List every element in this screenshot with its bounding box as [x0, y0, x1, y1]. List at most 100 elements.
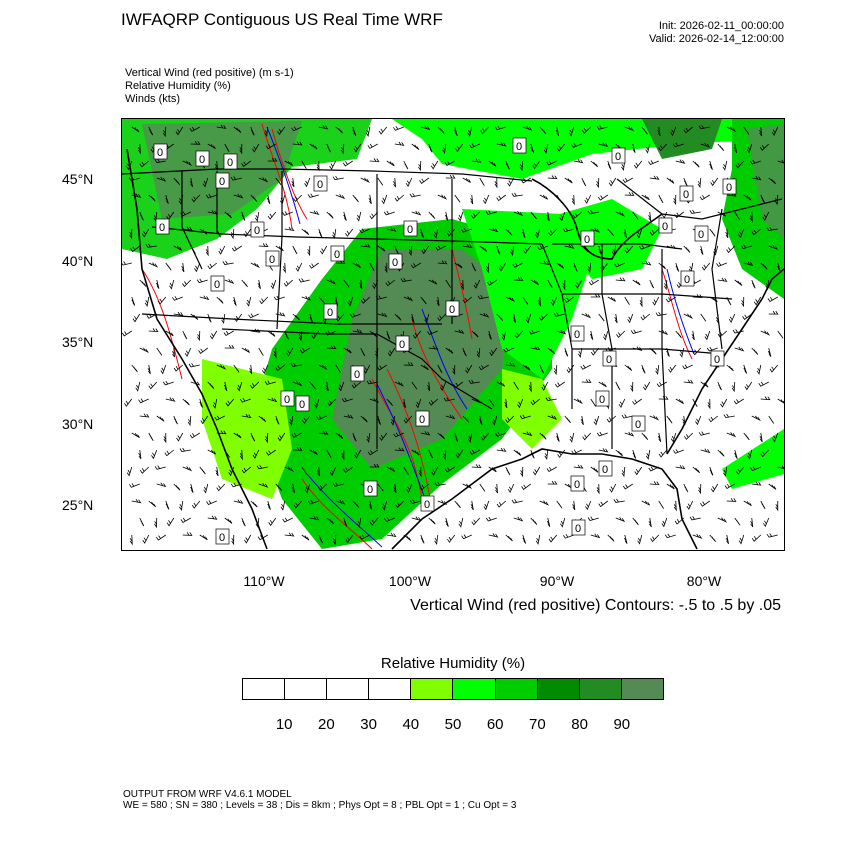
- wind-barb: [700, 500, 710, 507]
- wind-barb: [743, 261, 754, 267]
- wind-barb: [615, 517, 626, 523]
- wind-barb: [686, 500, 694, 510]
- wind-barb: [190, 483, 194, 493]
- wind-barb: [700, 142, 711, 148]
- wind-barb: [521, 483, 532, 490]
- wind-barb: [156, 482, 167, 488]
- wind-barb: [207, 210, 218, 215]
- wind-barb: [700, 448, 711, 454]
- wind-barb: [751, 415, 761, 422]
- wind-barb: [243, 228, 252, 238]
- wind-barb: [319, 245, 328, 255]
- wind-barb: [363, 364, 371, 374]
- wind-barb: [573, 464, 584, 469]
- wind-barb: [241, 160, 252, 167]
- wind-barb: [265, 143, 276, 150]
- wind-barb: [738, 228, 745, 239]
- wind-barb: [772, 432, 779, 443]
- wind-barb: [207, 313, 212, 323]
- wind-barb: [179, 447, 191, 452]
- contour-label-box: [395, 335, 410, 352]
- field-label-relative-humidity: Relative Humidity (%): [125, 80, 231, 92]
- wind-barb: [587, 516, 599, 521]
- wind-barb: [258, 243, 269, 247]
- wind-barb: [129, 534, 133, 546]
- wind-barb: [309, 313, 314, 323]
- wind-barb: [505, 228, 513, 236]
- wind-barb: [726, 364, 734, 372]
- wind-barb: [632, 346, 643, 351]
- wind-barb: [454, 194, 461, 203]
- wind-barb: [530, 449, 535, 459]
- wind-barb: [692, 533, 703, 539]
- contour-label-box: [250, 221, 265, 238]
- wind-barb: [250, 432, 256, 442]
- wind-barb: [212, 398, 218, 409]
- wind-barb: [385, 279, 396, 287]
- wind-barb: [341, 397, 353, 403]
- wind-barb: [486, 262, 490, 274]
- wind-barb: [603, 330, 609, 341]
- contour-label: 0: [392, 257, 398, 269]
- wind-barb: [587, 210, 599, 215]
- wind-barb: [503, 347, 514, 353]
- wind-barb: [343, 211, 347, 221]
- wind-barb: [768, 244, 779, 250]
- wind-barb: [203, 483, 209, 494]
- wind-barb: [139, 347, 149, 354]
- wind-barb: [735, 466, 745, 475]
- wind-barb: [132, 313, 141, 323]
- contour-label-box: [570, 475, 585, 492]
- wind-barb: [406, 483, 413, 494]
- wind-barb: [589, 330, 594, 340]
- wind-barb: [541, 381, 549, 391]
- wind-barb: [250, 262, 260, 269]
- contour-label-box: [631, 415, 646, 432]
- wind-barb: [236, 381, 243, 392]
- wind-barb: [488, 533, 499, 538]
- wind-barb: [189, 432, 200, 439]
- wind-barb: [350, 313, 361, 318]
- wind-barb: [318, 125, 329, 130]
- wind-barb: [216, 228, 221, 238]
- wind-barb: [202, 177, 209, 188]
- wind-barb: [630, 329, 642, 334]
- wind-barb: [512, 262, 523, 268]
- wind-barb: [683, 313, 694, 320]
- wind-barb: [379, 432, 388, 442]
- wind-barb: [309, 449, 318, 455]
- wind-barb: [139, 160, 150, 168]
- wind-barb: [775, 501, 779, 512]
- wind-barb: [548, 228, 558, 237]
- wind-barb: [658, 143, 668, 152]
- wind-barb: [366, 380, 378, 385]
- lon-label-100w: 100°W: [388, 573, 432, 589]
- wind-barb: [241, 211, 246, 221]
- wind-barb: [434, 534, 439, 546]
- wind-barb: [461, 534, 472, 540]
- wind-barb: [543, 143, 549, 154]
- wind-barb: [207, 381, 215, 389]
- wind-barb: [445, 279, 451, 288]
- wind-barb: [590, 533, 601, 539]
- wind-barb: [347, 296, 354, 307]
- wind-barb: [137, 143, 141, 155]
- wind-barb: [122, 261, 132, 266]
- wind-barb: [476, 347, 481, 359]
- wind-barb: [726, 126, 737, 133]
- wind-barb: [415, 398, 422, 409]
- wind-barb: [514, 330, 524, 339]
- wind-barb: [530, 211, 537, 220]
- wind-barb: [674, 517, 685, 525]
- colorbar-box: [285, 679, 328, 699]
- lon-label-110w: 110°W: [243, 573, 285, 589]
- wind-barb: [522, 364, 531, 371]
- wind-barb: [146, 313, 157, 319]
- wind-barb: [670, 126, 677, 137]
- wind-barb: [624, 126, 635, 132]
- wind-barb: [460, 279, 464, 291]
- wind-barb: [368, 500, 373, 510]
- wind-barb: [258, 347, 264, 356]
- wind-barb: [726, 245, 736, 254]
- footer-model: OUTPUT FROM WRF V4.6.1 MODEL: [123, 789, 292, 800]
